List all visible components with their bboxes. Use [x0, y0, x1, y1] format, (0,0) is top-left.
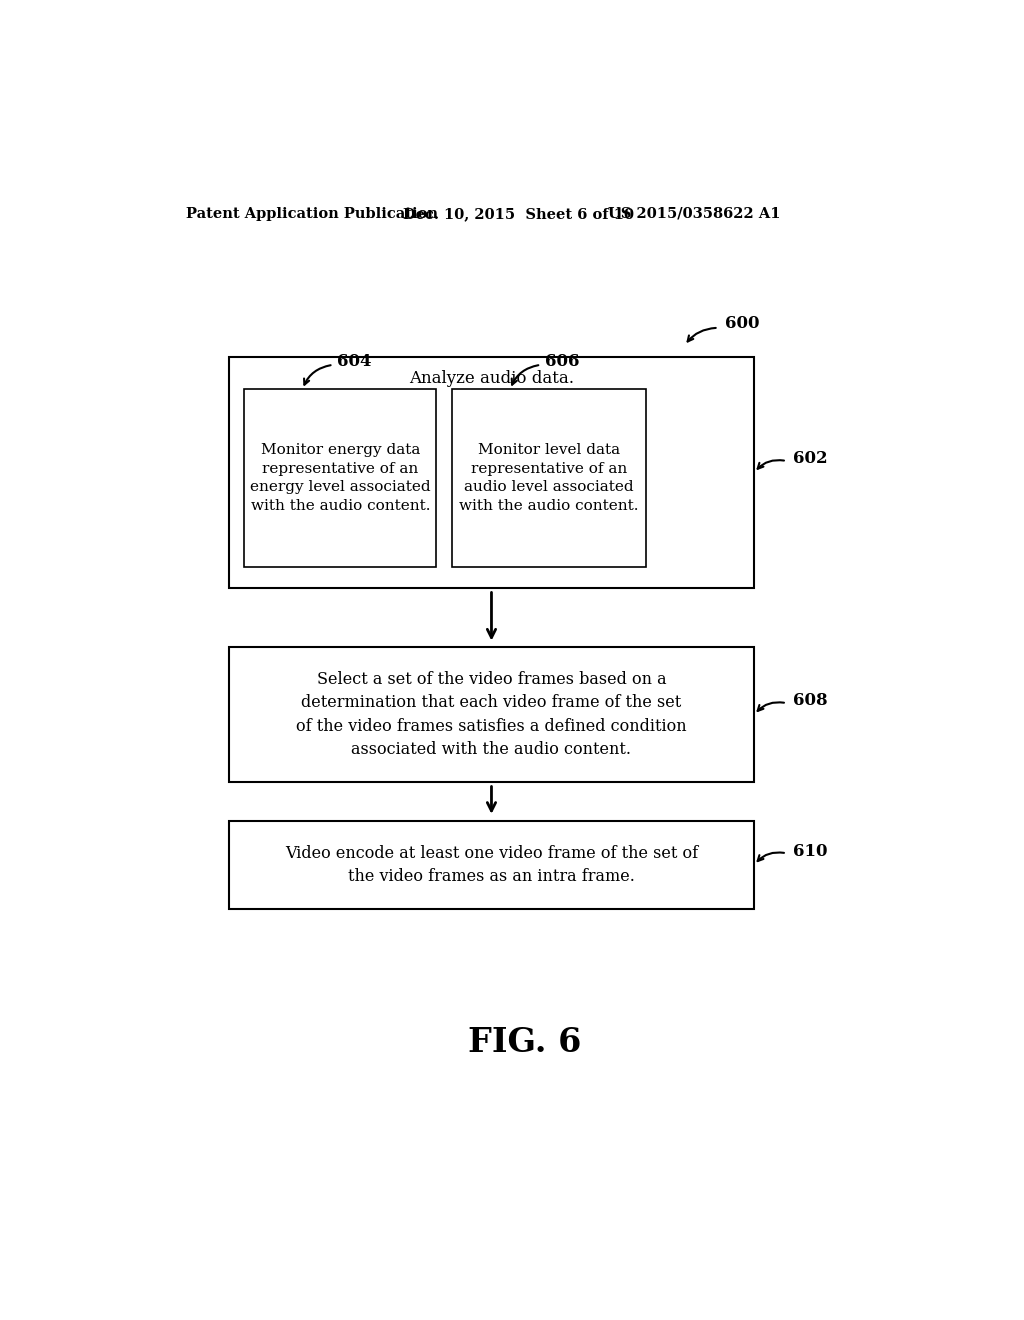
- Text: US 2015/0358622 A1: US 2015/0358622 A1: [608, 207, 781, 220]
- Text: Monitor energy data
representative of an
energy level associated
with the audio : Monitor energy data representative of an…: [250, 444, 431, 512]
- Bar: [228, 821, 755, 909]
- Text: 604: 604: [337, 354, 372, 370]
- Text: Monitor level data
representative of an
audio level associated
with the audio co: Monitor level data representative of an …: [459, 444, 639, 512]
- Text: 602: 602: [793, 450, 827, 467]
- Text: 608: 608: [793, 693, 827, 709]
- Bar: [245, 389, 436, 566]
- Bar: [452, 389, 646, 566]
- Text: Video encode at least one video frame of the set of
the video frames as an intra: Video encode at least one video frame of…: [285, 845, 698, 886]
- Text: FIG. 6: FIG. 6: [468, 1026, 582, 1059]
- Text: Dec. 10, 2015  Sheet 6 of 10: Dec. 10, 2015 Sheet 6 of 10: [403, 207, 634, 220]
- Text: Patent Application Publication: Patent Application Publication: [186, 207, 438, 220]
- Bar: [228, 647, 755, 781]
- Bar: [228, 358, 755, 589]
- Text: 610: 610: [793, 842, 827, 859]
- Text: Analyze audio data.: Analyze audio data.: [409, 370, 574, 387]
- Text: 600: 600: [725, 315, 759, 333]
- Text: Select a set of the video frames based on a
determination that each video frame : Select a set of the video frames based o…: [296, 671, 687, 759]
- Text: 606: 606: [545, 354, 580, 370]
